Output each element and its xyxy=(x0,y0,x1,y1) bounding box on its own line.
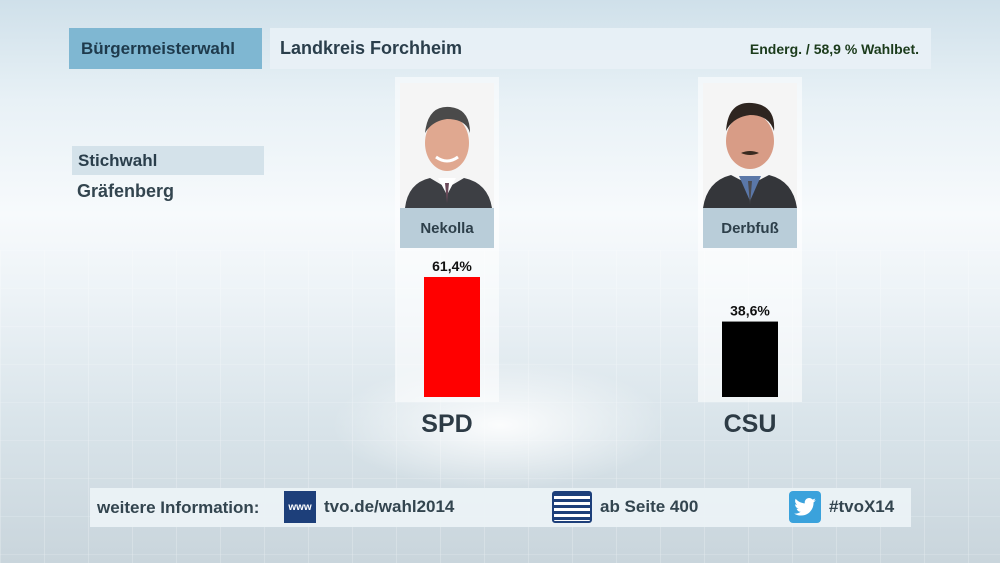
teletext-icon xyxy=(552,491,592,523)
header-bar: Landkreis Forchheim Enderg. / 58,9 % Wah… xyxy=(270,28,931,69)
value-label-csu: 38,6% xyxy=(730,303,770,319)
candidate-name-2: Derbfuß xyxy=(703,208,797,248)
info-bar: weitere Information: www tvo.de/wahl2014… xyxy=(90,488,911,527)
result-status: Enderg. / 58,9 % Wahlbet. xyxy=(749,40,919,57)
www-icon: www xyxy=(284,491,316,523)
web-link-text: tvo.de/wahl2014 xyxy=(324,497,455,516)
twitter-icon xyxy=(789,491,821,523)
municipality-label: Gräfenberg xyxy=(77,181,175,201)
background-glow xyxy=(330,360,670,490)
twitter-link[interactable]: #tvoX14 xyxy=(789,491,894,523)
teletext-text: ab Seite 400 xyxy=(600,497,699,516)
election-type-label: Bürgermeisterwahl xyxy=(69,28,262,69)
candidate-column-1: Nekolla xyxy=(395,77,499,402)
web-link[interactable]: www tvo.de/wahl2014 xyxy=(284,491,454,523)
candidate-column-2: Derbfuß xyxy=(698,77,802,402)
candidate-name-1: Nekolla xyxy=(400,208,494,248)
round-label: Stichwahl xyxy=(72,146,264,175)
teletext-link[interactable]: ab Seite 400 xyxy=(552,491,698,523)
party-label-2: CSU xyxy=(723,410,777,438)
candidate-photo-1 xyxy=(400,83,494,208)
bar-spd xyxy=(424,277,480,397)
value-label-spd: 61,4% xyxy=(432,258,472,274)
info-label: weitere Information: xyxy=(97,497,260,517)
party-label-1: SPD xyxy=(421,410,473,438)
bar-csu xyxy=(722,321,778,397)
twitter-text: #tvoX14 xyxy=(829,497,895,516)
candidate-photo-2 xyxy=(703,83,797,208)
region-title: Landkreis Forchheim xyxy=(280,38,463,58)
